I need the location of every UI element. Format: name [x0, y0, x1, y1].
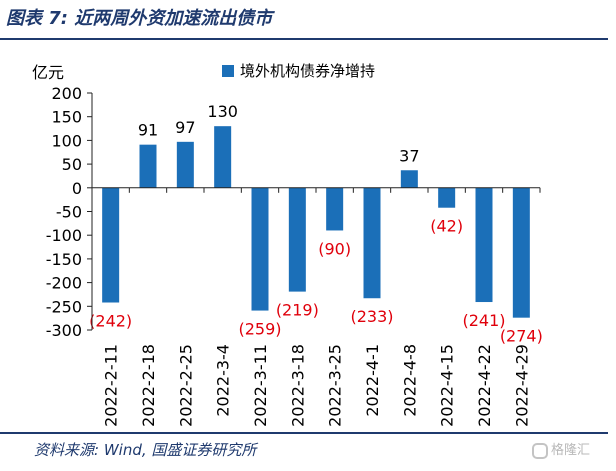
bar — [214, 126, 232, 188]
footer-divider — [0, 432, 608, 434]
watermark: 格隆汇 — [532, 440, 590, 462]
x-tick-label: 2022-3-18 — [288, 344, 307, 427]
data-label: (219) — [276, 301, 319, 320]
legend: 境外机构债券净增持 — [222, 62, 375, 80]
data-label: (259) — [238, 320, 281, 339]
watermark-text: 格隆汇 — [551, 443, 591, 458]
bar — [363, 187, 381, 299]
bar — [326, 187, 344, 231]
y-axis-label: 亿元 — [32, 63, 64, 82]
y-axis-ticks: 200 150 100 50 0 -50 -100 -150 -200 -250 -300 — [46, 84, 92, 340]
legend-label: 境外机构债券净增持 — [240, 62, 375, 80]
source-note: 资料来源: Wind, 国盛证券研究所 — [34, 441, 257, 459]
y-tick-label: -100 — [46, 226, 82, 245]
bar — [438, 187, 456, 208]
y-tick-label: -300 — [46, 321, 82, 340]
x-axis-ticks: 2022-2-11 2022-2-18 2022-2-25 2022-3-4 2022-… — [102, 187, 541, 427]
title-divider — [0, 38, 608, 40]
bar — [251, 187, 269, 311]
bar — [102, 187, 120, 303]
data-labels: (242) 91 97 130 (259)(219) (90) (233) 37 (42) (24… — [89, 102, 543, 345]
bar — [176, 141, 194, 188]
x-tick-label: 2022-3-4 — [214, 344, 233, 417]
x-tick-label: 2022-4-1 — [363, 344, 382, 417]
bar — [475, 187, 493, 303]
x-tick-label: 2022-2-25 — [176, 344, 195, 427]
x-tick-label: 2022-2-11 — [102, 344, 121, 427]
y-tick-label: -250 — [46, 297, 82, 316]
bar-chart: 亿元 境外机构债券净增持 200 150 100 50 0 -50 -100 -150 -200… — [32, 62, 543, 427]
data-label: 97 — [175, 118, 195, 137]
y-tick-label: 200 — [51, 84, 82, 103]
x-tick-label: 2022-2-18 — [139, 344, 158, 427]
data-label: 91 — [138, 121, 158, 140]
x-tick-label: 2022-4-22 — [475, 344, 494, 427]
bar — [400, 170, 418, 188]
figure-title: 图表 7: 近两周外资加速流出债市 — [6, 8, 273, 29]
y-tick-label: 100 — [51, 131, 82, 150]
y-tick-label: 150 — [51, 108, 82, 127]
y-tick-label: -50 — [56, 203, 82, 222]
x-tick-label: 2022-3-11 — [251, 344, 270, 427]
data-label: (241) — [462, 311, 505, 330]
data-label: (242) — [89, 312, 132, 331]
y-tick-label: -200 — [46, 274, 82, 293]
data-label: 37 — [399, 146, 419, 165]
watermark-logo-icon — [532, 442, 548, 459]
bar — [288, 187, 306, 292]
x-tick-label: 2022-4-15 — [438, 344, 457, 427]
y-tick-label: 0 — [72, 179, 82, 198]
x-tick-label: 2022-3-25 — [326, 344, 345, 427]
data-label: 130 — [207, 102, 238, 121]
bar — [512, 187, 530, 318]
data-label: (233) — [350, 307, 393, 326]
x-tick-label: 2022-4-8 — [400, 344, 419, 417]
data-label: (42) — [430, 217, 463, 236]
bars — [102, 126, 530, 318]
y-tick-label: 50 — [62, 155, 82, 174]
data-label: (274) — [500, 327, 543, 346]
bar — [139, 144, 157, 188]
x-tick-label: 2022-4-29 — [512, 344, 531, 427]
y-tick-label: -150 — [46, 250, 82, 269]
legend-swatch — [222, 65, 234, 77]
data-label: (90) — [318, 239, 351, 258]
